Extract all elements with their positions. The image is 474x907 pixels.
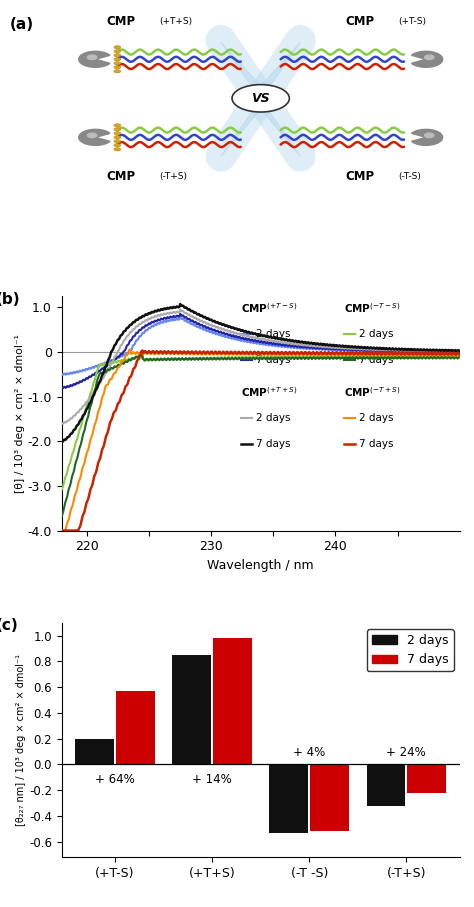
Circle shape (114, 58, 121, 61)
Text: 2 days: 2 days (359, 413, 394, 423)
Text: (c): (c) (0, 619, 18, 633)
Text: + 64%: + 64% (95, 774, 135, 786)
Text: (-T-S): (-T-S) (398, 172, 421, 181)
Circle shape (425, 133, 434, 138)
Bar (75, 738, 114, 765)
Text: CMP$^{(-T-S)}$: CMP$^{(-T-S)}$ (344, 301, 401, 315)
Text: 7 days: 7 days (359, 439, 394, 449)
Bar (407, 765, 446, 793)
Circle shape (232, 84, 289, 112)
Wedge shape (79, 130, 110, 145)
Text: 2 days: 2 days (256, 328, 291, 338)
Text: CMP: CMP (346, 15, 375, 28)
Text: CMP$^{(+T-S)}$: CMP$^{(+T-S)}$ (241, 301, 298, 315)
Text: CMP$^{(-T+S)}$: CMP$^{(-T+S)}$ (344, 385, 401, 399)
Text: + 24%: + 24% (386, 746, 426, 759)
Circle shape (114, 50, 121, 53)
Bar (366, 765, 405, 805)
Circle shape (87, 133, 97, 138)
Circle shape (114, 132, 121, 135)
Text: CMP$^{(+T+S)}$: CMP$^{(+T+S)}$ (241, 385, 298, 399)
Wedge shape (411, 52, 443, 67)
Legend: 2 days, 7 days: 2 days, 7 days (367, 629, 454, 671)
Text: (b): (b) (0, 291, 20, 307)
Text: 7 days: 7 days (359, 355, 394, 365)
Text: (+T-S): (+T-S) (398, 17, 426, 26)
Text: + 14%: + 14% (192, 774, 232, 786)
Circle shape (114, 45, 121, 49)
Circle shape (425, 55, 434, 60)
Text: CMP: CMP (107, 170, 136, 183)
Circle shape (87, 55, 97, 60)
Text: + 4%: + 4% (293, 746, 325, 759)
Polygon shape (221, 42, 301, 99)
Circle shape (114, 54, 121, 57)
Bar (173, 655, 211, 765)
Text: CMP: CMP (107, 15, 136, 28)
X-axis label: Wavelength / nm: Wavelength / nm (208, 559, 314, 571)
Circle shape (114, 136, 121, 139)
Text: VS: VS (251, 92, 270, 105)
Circle shape (114, 70, 121, 73)
Y-axis label: [θ₂₂₇ nm] / 10³ deg × cm² × dmol⁻¹: [θ₂₂₇ nm] / 10³ deg × cm² × dmol⁻¹ (16, 654, 26, 826)
Wedge shape (79, 52, 110, 67)
Bar (116, 691, 155, 765)
Text: 7 days: 7 days (256, 439, 291, 449)
Text: 2 days: 2 days (256, 413, 291, 423)
Text: 2 days: 2 days (359, 328, 394, 338)
Circle shape (114, 143, 121, 147)
Text: (a): (a) (10, 17, 34, 33)
Text: 7 days: 7 days (256, 355, 291, 365)
Circle shape (114, 62, 121, 65)
Wedge shape (411, 130, 443, 145)
Y-axis label: [θ] / 10³ deg × cm² × dmol⁻¹: [θ] / 10³ deg × cm² × dmol⁻¹ (15, 334, 25, 493)
Bar (269, 765, 308, 833)
Text: (+T+S): (+T+S) (159, 17, 192, 26)
Circle shape (114, 65, 121, 69)
Circle shape (114, 123, 121, 127)
Text: CMP: CMP (346, 170, 375, 183)
Circle shape (114, 128, 121, 131)
Circle shape (114, 148, 121, 151)
Bar (213, 639, 252, 765)
Text: (-T+S): (-T+S) (159, 172, 187, 181)
Bar (310, 765, 349, 832)
Polygon shape (221, 99, 301, 156)
Circle shape (114, 140, 121, 143)
